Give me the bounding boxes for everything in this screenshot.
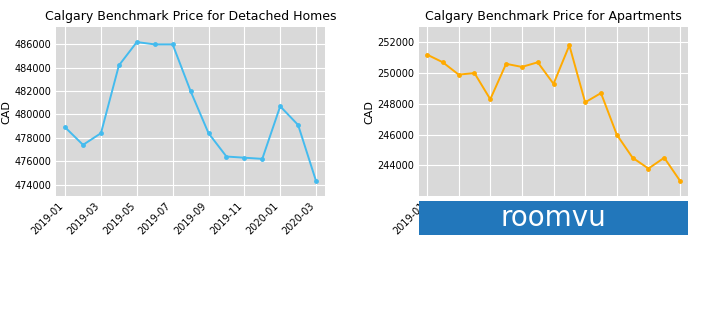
Y-axis label: CAD: CAD [364,100,374,124]
Text: roomvu: roomvu [501,204,607,232]
Title: Calgary Benchmark Price for Apartments: Calgary Benchmark Price for Apartments [425,10,682,23]
Title: Calgary Benchmark Price for Detached Homes: Calgary Benchmark Price for Detached Hom… [45,10,336,23]
Y-axis label: CAD: CAD [1,100,12,124]
